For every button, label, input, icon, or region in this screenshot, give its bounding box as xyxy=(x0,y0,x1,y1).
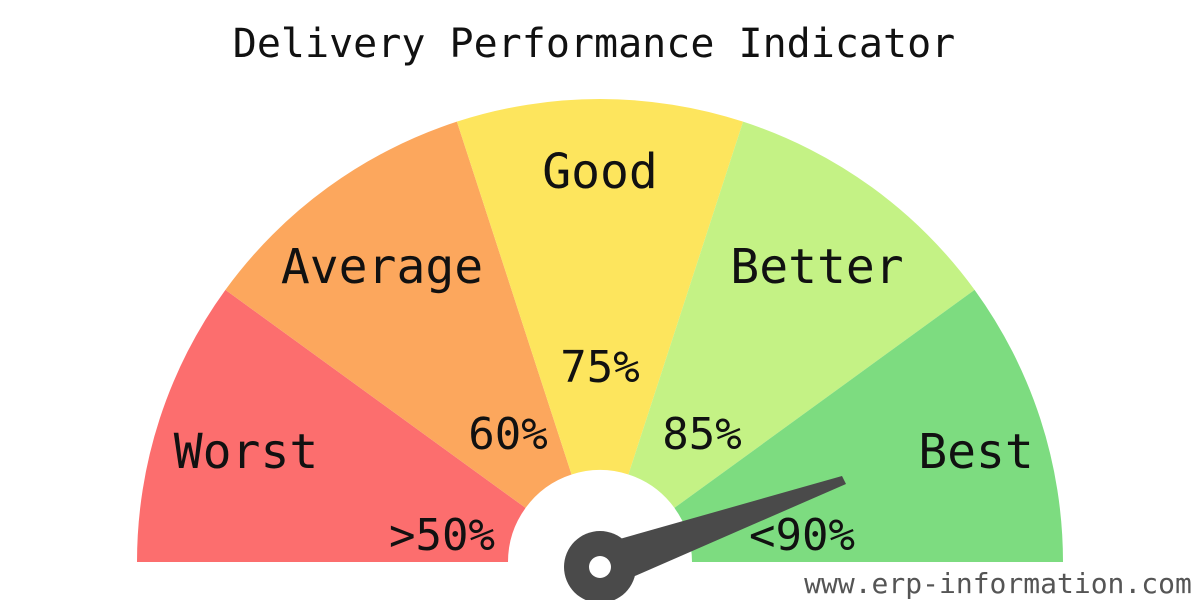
gauge-segment xyxy=(456,98,744,475)
segment-range: 75% xyxy=(560,342,639,393)
needle-pointer xyxy=(588,476,846,586)
watermark: www.erp-information.com xyxy=(804,567,1192,600)
gauge-segments xyxy=(137,98,1063,562)
segment-range: 60% xyxy=(468,409,547,460)
segment-name: Best xyxy=(918,424,1034,480)
gauge-segment xyxy=(628,121,975,508)
gauge-segment xyxy=(674,289,1063,562)
needle xyxy=(564,476,846,603)
segment-name: Better xyxy=(730,239,903,295)
segment-range: >50% xyxy=(389,510,495,561)
gauge-segment xyxy=(225,121,572,508)
watermark-background xyxy=(800,566,1200,600)
title: Delivery Performance Indicator xyxy=(233,21,955,67)
segment-name: Average xyxy=(281,239,483,295)
segment-name: Worst xyxy=(174,424,319,480)
needle-pin xyxy=(589,556,611,578)
gauge-segment xyxy=(137,289,526,562)
segment-name: Good xyxy=(542,144,658,200)
segment-range: 85% xyxy=(662,409,741,460)
